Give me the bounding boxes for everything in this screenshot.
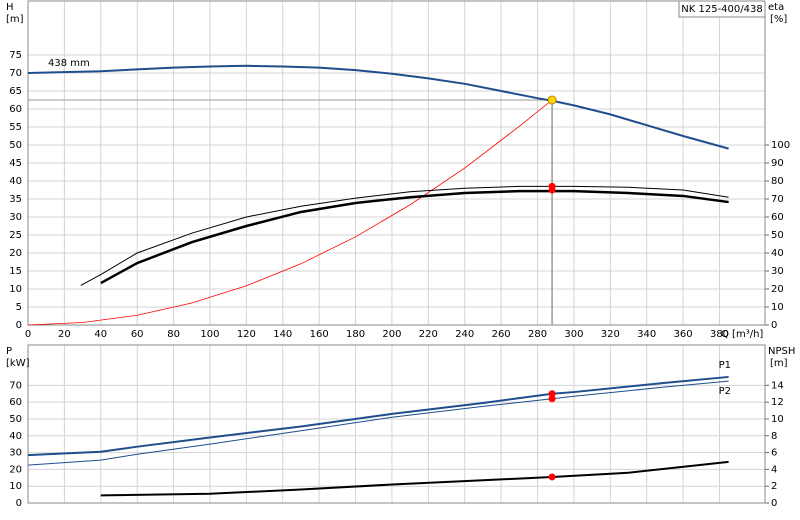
y-tick-label: 30 bbox=[9, 448, 22, 459]
marker bbox=[548, 186, 556, 194]
series-label: 438 mm bbox=[48, 58, 90, 69]
y-tick-label: 10 bbox=[9, 481, 22, 492]
y2-axis-label: eta bbox=[768, 2, 784, 13]
x-tick-label: 380 bbox=[710, 329, 729, 340]
y-tick-label: 35 bbox=[9, 194, 22, 205]
y2-tick-label: 4 bbox=[771, 464, 777, 475]
x-tick-label: 200 bbox=[382, 329, 401, 340]
x-tick-label: 220 bbox=[419, 329, 438, 340]
curve bbox=[80, 185, 729, 286]
plot-area bbox=[28, 345, 765, 503]
x-tick-label: 120 bbox=[237, 329, 256, 340]
x-tick-label: 300 bbox=[564, 329, 583, 340]
y2-tick-label: 80 bbox=[771, 176, 784, 187]
curve bbox=[100, 189, 729, 285]
y2-tick-label: 12 bbox=[771, 397, 784, 408]
y2-tick-label: 8 bbox=[771, 431, 777, 442]
y2-tick-label: 0 bbox=[771, 320, 777, 331]
x-tick-label: 140 bbox=[273, 329, 292, 340]
y2-tick-label: 100 bbox=[771, 140, 790, 151]
x-tick-label: 0 bbox=[25, 329, 31, 340]
curve bbox=[100, 460, 729, 497]
y-axis-label: P bbox=[6, 346, 12, 357]
y2-tick-label: 10 bbox=[771, 414, 784, 425]
y2-tick-label: 30 bbox=[771, 266, 784, 277]
y2-tick-label: 70 bbox=[771, 194, 784, 205]
y-tick-label: 25 bbox=[9, 230, 22, 241]
curve bbox=[27, 380, 729, 466]
y-tick-label: 0 bbox=[16, 320, 22, 331]
y-tick-label: 50 bbox=[9, 140, 22, 151]
y2-tick-label: 0 bbox=[771, 498, 777, 509]
y-tick-label: 65 bbox=[9, 86, 22, 97]
y2-axis-unit: [m] bbox=[770, 358, 788, 369]
y-tick-label: 20 bbox=[9, 464, 22, 475]
y-tick-label: 70 bbox=[9, 380, 22, 391]
plot-frame bbox=[27, 344, 766, 504]
y-axis-unit: [m] bbox=[6, 14, 24, 25]
curve bbox=[27, 64, 729, 150]
y2-tick-label: 90 bbox=[771, 158, 784, 169]
curve bbox=[27, 99, 553, 326]
y2-axis-label: NPSH bbox=[768, 346, 795, 357]
marker bbox=[548, 395, 556, 403]
series-label: P2 bbox=[719, 386, 731, 397]
x-tick-label: 160 bbox=[310, 329, 329, 340]
x-tick-label: 80 bbox=[167, 329, 180, 340]
x-tick-label: 60 bbox=[131, 329, 144, 340]
y2-tick-label: 20 bbox=[771, 284, 784, 295]
y2-tick-label: 60 bbox=[771, 212, 784, 223]
y-tick-label: 45 bbox=[9, 158, 22, 169]
x-axis-label: Q [m³/h] bbox=[721, 329, 763, 340]
x-tick-label: 240 bbox=[455, 329, 474, 340]
x-tick-label: 40 bbox=[94, 329, 107, 340]
x-tick-label: 320 bbox=[601, 329, 620, 340]
y-tick-label: 60 bbox=[9, 397, 22, 408]
y2-tick-label: 14 bbox=[771, 380, 784, 391]
y2-tick-label: 40 bbox=[771, 248, 784, 259]
y-axis-unit: [kW] bbox=[6, 358, 30, 369]
series-label: P1 bbox=[719, 360, 731, 371]
marker bbox=[548, 473, 556, 481]
y2-axis-unit: [%] bbox=[770, 14, 787, 25]
x-tick-label: 360 bbox=[674, 329, 693, 340]
y2-tick-label: 50 bbox=[771, 230, 784, 241]
y-tick-label: 20 bbox=[9, 248, 22, 259]
y-tick-label: 55 bbox=[9, 122, 22, 133]
marker bbox=[548, 390, 556, 398]
y-tick-label: 40 bbox=[9, 176, 22, 187]
title-box bbox=[678, 0, 766, 18]
y2-tick-label: 10 bbox=[771, 302, 784, 313]
y-tick-label: 15 bbox=[9, 266, 22, 277]
y-tick-label: 60 bbox=[9, 104, 22, 115]
y-tick-label: 0 bbox=[16, 498, 22, 509]
y-tick-label: 50 bbox=[9, 414, 22, 425]
y2-tick-label: 2 bbox=[771, 481, 777, 492]
x-tick-label: 100 bbox=[200, 329, 219, 340]
plot-frame bbox=[27, 0, 766, 326]
x-tick-label: 340 bbox=[637, 329, 656, 340]
y-tick-label: 70 bbox=[9, 68, 22, 79]
x-tick-label: 260 bbox=[492, 329, 511, 340]
chart-title: NK 125-400/438 bbox=[681, 4, 762, 15]
y-axis-label: H bbox=[6, 2, 14, 13]
y-tick-label: 75 bbox=[9, 50, 22, 61]
y-tick-label: 40 bbox=[9, 431, 22, 442]
y-tick-label: 30 bbox=[9, 212, 22, 223]
operating-point bbox=[547, 95, 557, 105]
x-tick-label: 180 bbox=[346, 329, 365, 340]
y-tick-label: 5 bbox=[16, 302, 22, 313]
y2-tick-label: 6 bbox=[771, 448, 777, 459]
x-tick-label: 20 bbox=[58, 329, 71, 340]
curve bbox=[27, 375, 729, 457]
x-tick-label: 280 bbox=[528, 329, 547, 340]
y-tick-label: 10 bbox=[9, 284, 22, 295]
